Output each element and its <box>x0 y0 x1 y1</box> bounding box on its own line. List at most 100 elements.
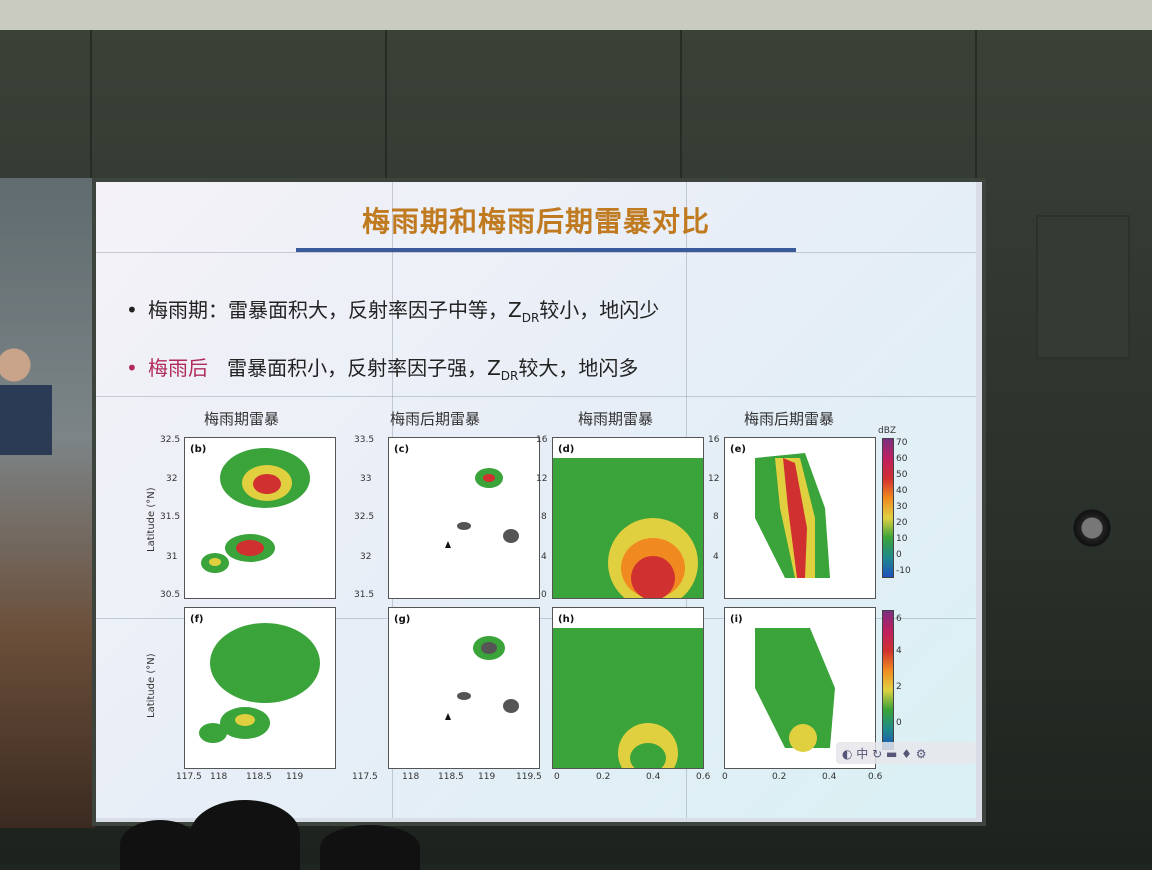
tick-label: 0.2 <box>596 772 611 782</box>
wall-seam <box>975 30 977 180</box>
bullet-head: 梅雨期： <box>148 298 228 322</box>
tick-label: 8 <box>713 512 719 522</box>
ceiling <box>0 0 1152 30</box>
bullet-text-end: 较大，地闪多 <box>518 356 639 380</box>
plot-g <box>388 607 540 769</box>
bullet-dot: • <box>126 298 138 322</box>
slide-toolbar[interactable]: ◐ 中 ↻ ▬ ♦ ⚙ <box>836 742 976 764</box>
bullet-sub: DR <box>521 311 540 325</box>
plot-c <box>388 437 540 599</box>
tick-label: 118.5 <box>246 772 272 782</box>
plot-f <box>184 607 336 769</box>
plot-e <box>724 437 876 599</box>
y-axis-label-top: Latitude (°N) <box>146 487 157 552</box>
tick-label: 32 <box>166 474 178 484</box>
slide-title: 梅雨期和梅雨后期雷暴对比 <box>361 205 710 238</box>
tick-label: 12 <box>536 474 548 484</box>
tick-label: 0.6 <box>696 772 711 782</box>
side-video-screen <box>0 178 95 828</box>
tick-label: 4 <box>541 552 547 562</box>
bullet-text-end: 较小，地闪少 <box>539 298 660 322</box>
colorbar-reflectivity <box>882 438 894 578</box>
tick-label: 119 <box>478 772 496 782</box>
tick-label: 60 <box>896 454 908 464</box>
tick-label: 0.2 <box>772 772 787 782</box>
tick-label: 40 <box>896 486 908 496</box>
tick-label: 30 <box>896 502 908 512</box>
tick-label: 4 <box>896 646 902 656</box>
panel-title-c: 梅雨后期雷暴 <box>390 410 481 428</box>
wall-seam <box>680 30 682 180</box>
tick-label: 117.5 <box>352 772 378 782</box>
tick-label: 119.5 <box>516 772 542 782</box>
tick-label: 2 <box>896 682 902 692</box>
tick-label: 119 <box>286 772 304 782</box>
plot-d <box>552 437 704 599</box>
tick-label: 31 <box>166 552 178 562</box>
tick-label: 32.5 <box>354 512 375 522</box>
tick-label: 32 <box>360 552 372 562</box>
tick-label: 31.5 <box>160 512 181 522</box>
screen-seam <box>96 252 976 253</box>
panel-label: (f) <box>190 614 204 625</box>
panel-label: (i) <box>730 614 743 625</box>
tick-label: 31.5 <box>354 590 375 600</box>
tick-label: 12 <box>708 474 720 484</box>
tick-label: 0 <box>896 550 902 560</box>
tick-label: 0.6 <box>868 772 883 782</box>
tick-label: 118 <box>210 772 228 782</box>
tick-label: -10 <box>896 566 911 576</box>
tick-label: 20 <box>896 518 908 528</box>
tick-label: 50 <box>896 470 908 480</box>
tick-label: 70 <box>896 438 908 448</box>
bullet-dot: • <box>126 356 138 380</box>
tick-label: 10 <box>896 534 908 544</box>
panel-label: (c) <box>394 444 410 455</box>
tick-label: 117.5 <box>176 772 202 782</box>
y-axis-label-bottom: Latitude (°N) <box>146 653 157 718</box>
panel-label: (h) <box>558 614 575 625</box>
tick-label: 0.4 <box>646 772 661 782</box>
tick-label: 32.5 <box>160 435 181 445</box>
panel-label: (b) <box>190 444 207 455</box>
colorbar-zdr <box>882 610 894 750</box>
bullet-meiyu: • 梅雨期：雷暴面积大，反射率因子中等，ZDR较小，地闪少 <box>126 294 659 325</box>
tick-label: 118 <box>402 772 420 782</box>
presenter-in-video <box>0 345 52 455</box>
panel-label: (d) <box>558 444 575 455</box>
plot-h <box>552 607 704 769</box>
panel-title-d: 梅雨期雷暴 <box>578 410 654 428</box>
colorbar-unit: dBZ <box>878 426 897 436</box>
title-underline <box>296 248 796 252</box>
tick-label: 16 <box>708 435 720 445</box>
panel-title-e: 梅雨后期雷暴 <box>744 410 835 428</box>
bullet-post-meiyu: • 梅雨后 雷暴面积小，反射率因子强，ZDR较大，地闪多 <box>126 352 638 383</box>
tick-label: 0 <box>722 772 728 782</box>
bullet-text: 雷暴面积大，反射率因子中等，Z <box>228 298 522 322</box>
tick-label: 0 <box>554 772 560 782</box>
bullet-sub: DR <box>500 369 519 383</box>
audience-heads <box>120 790 450 870</box>
tick-label: 0 <box>541 590 547 600</box>
security-camera <box>1072 508 1112 560</box>
panel-label: (e) <box>730 444 746 455</box>
presentation-slide: 梅雨期和梅雨后期雷暴对比 • 梅雨期：雷暴面积大，反射率因子中等，ZDR较小，地闪… <box>96 182 976 818</box>
tick-label: 33 <box>360 474 372 484</box>
tick-label: 0.4 <box>822 772 837 782</box>
audience-head <box>320 825 420 870</box>
toolbar-icons[interactable]: ◐ 中 ↻ ▬ ♦ ⚙ <box>842 746 927 761</box>
tick-label: 33.5 <box>354 435 375 445</box>
wall-vent <box>1036 215 1130 359</box>
wall-seam <box>90 30 92 180</box>
bullet-head: 梅雨后 <box>148 356 208 380</box>
tick-label: 30.5 <box>160 590 181 600</box>
tick-label: 118.5 <box>438 772 464 782</box>
panel-label: (g) <box>394 614 411 625</box>
tick-label: 16 <box>536 435 548 445</box>
panel-title-b: 梅雨期雷暴 <box>204 410 280 428</box>
plot-b <box>184 437 336 599</box>
screen-seam <box>96 396 976 397</box>
tick-label: 6 <box>896 614 902 624</box>
tick-label: 4 <box>713 552 719 562</box>
tick-label: 8 <box>541 512 547 522</box>
